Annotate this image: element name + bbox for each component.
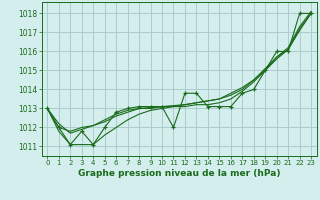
X-axis label: Graphe pression niveau de la mer (hPa): Graphe pression niveau de la mer (hPa): [78, 169, 280, 178]
